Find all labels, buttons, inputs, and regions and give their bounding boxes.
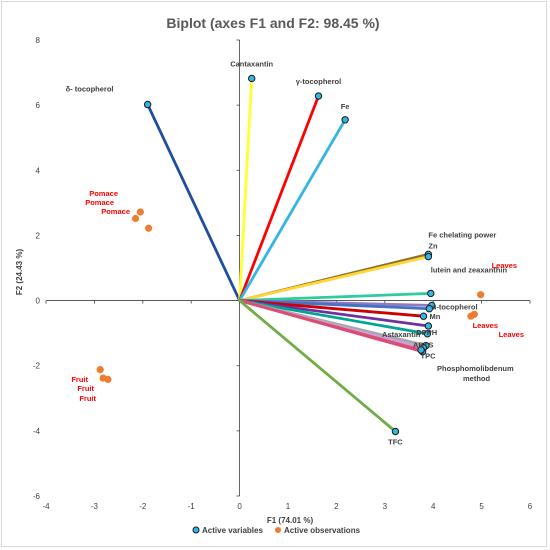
variable-vectors xyxy=(143,74,436,436)
variable-vector xyxy=(238,255,430,302)
variable-label: Cantaxantin xyxy=(230,59,273,68)
x-tick-label: 2 xyxy=(334,502,339,511)
observation-point xyxy=(145,224,153,232)
x-tick-label: 5 xyxy=(479,502,484,511)
x-tick-label: 1 xyxy=(286,502,291,511)
variable-label: TPC xyxy=(421,352,437,361)
variable-marker xyxy=(423,330,432,338)
variable-vector xyxy=(238,292,433,302)
variable-vector xyxy=(238,299,429,336)
x-tick-label: 4 xyxy=(431,502,436,511)
y-tick-label: 4 xyxy=(36,166,41,175)
variable-marker xyxy=(424,252,433,261)
variable-label: lutein and zeaxanthin xyxy=(431,265,508,274)
y-tick-label: -6 xyxy=(33,492,41,501)
observation-label: Leaves xyxy=(499,330,524,339)
variable-label: Fe chelating power xyxy=(428,230,496,239)
observation-label: Pomace xyxy=(89,189,118,198)
y-tick-label: -2 xyxy=(33,362,41,371)
legend-variable-label: Active variables xyxy=(202,526,263,535)
variable-vector xyxy=(238,94,320,302)
y-tick-label: 6 xyxy=(36,101,41,110)
variable-label-line: method xyxy=(463,374,491,383)
variable-vector xyxy=(146,103,242,302)
observation-point xyxy=(477,291,485,299)
legend-variable-marker xyxy=(192,526,200,534)
variable-label: δ- tocopherol xyxy=(66,84,114,93)
observation-point xyxy=(96,366,104,374)
x-axis-label: F1 (74.01 %) xyxy=(267,516,314,525)
variable-vector xyxy=(238,77,254,302)
observation-label: Fruit xyxy=(79,394,96,403)
variable-label: Zn xyxy=(428,242,438,251)
variable-marker xyxy=(424,322,433,330)
observation-label: Fruit xyxy=(71,375,88,384)
variable-marker xyxy=(427,289,435,298)
variable-label: Phosphomolibdenum method xyxy=(437,364,514,383)
observation-point xyxy=(99,374,107,382)
x-tick-label: 3 xyxy=(383,502,388,511)
variable-label: Fe xyxy=(341,102,350,111)
observation-point xyxy=(467,312,475,320)
x-tick-label: -1 xyxy=(188,502,196,511)
variable-marker xyxy=(248,74,256,83)
observation-label: Leaves xyxy=(492,261,517,270)
y-tick-label: 2 xyxy=(36,231,41,240)
x-tick-label: -2 xyxy=(139,502,147,511)
observation-point xyxy=(131,214,140,223)
variable-marker xyxy=(417,346,425,354)
variable-marker xyxy=(143,100,152,109)
y-axis-label: F2 (24.43 %) xyxy=(15,249,24,296)
x-tick-label: -4 xyxy=(42,502,50,511)
variable-vector xyxy=(238,118,347,302)
observation-points xyxy=(96,208,485,383)
variable-marker xyxy=(419,312,428,320)
observation-label: Pomace xyxy=(85,198,114,207)
observation-label: Leaves xyxy=(473,321,498,330)
x-tick-label: 0 xyxy=(237,502,242,511)
y-tick-label: 8 xyxy=(36,36,41,45)
variable-label: Astaxantin xyxy=(382,330,421,339)
observation-label: Fruit xyxy=(77,384,94,393)
variable-marker xyxy=(391,427,400,436)
variable-label: ABTS xyxy=(413,341,433,350)
variable-marker xyxy=(425,305,434,313)
variable-marker xyxy=(314,92,323,100)
variable-marker xyxy=(341,116,349,124)
legend: Active variables Active observations xyxy=(192,526,361,535)
legend-observation-marker xyxy=(275,527,281,533)
y-tick-label: -4 xyxy=(33,427,41,436)
observation-label: Pomace xyxy=(101,207,130,216)
variable-label: DPPH xyxy=(416,328,437,337)
variable-labels: δ- tocopherol Cantaxantin γ-tocopherol Fe Fe… xyxy=(66,59,514,446)
observation-labels: PomacePomacePomaceFruitFruitFruitLeavesL… xyxy=(71,189,524,403)
chart-title: Biplot (axes F1 and F2: 98.45 %) xyxy=(166,15,379,31)
variable-label: Mn xyxy=(430,312,441,321)
x-tick-label: 6 xyxy=(528,502,533,511)
variable-vector xyxy=(238,299,423,352)
variable-vector xyxy=(238,299,397,433)
variable-label: α-tocopherol xyxy=(432,302,478,311)
variable-label: TFC xyxy=(388,438,403,447)
observation-point xyxy=(136,208,144,216)
legend-observation-label: Active observations xyxy=(284,526,361,535)
variable-label-line: Phosphomolibdenum xyxy=(437,364,514,373)
variable-label: γ-tocopherol xyxy=(296,77,341,86)
variable-vector xyxy=(238,299,425,318)
y-tick-label: 0 xyxy=(36,297,41,306)
x-tick-label: -3 xyxy=(91,502,99,511)
